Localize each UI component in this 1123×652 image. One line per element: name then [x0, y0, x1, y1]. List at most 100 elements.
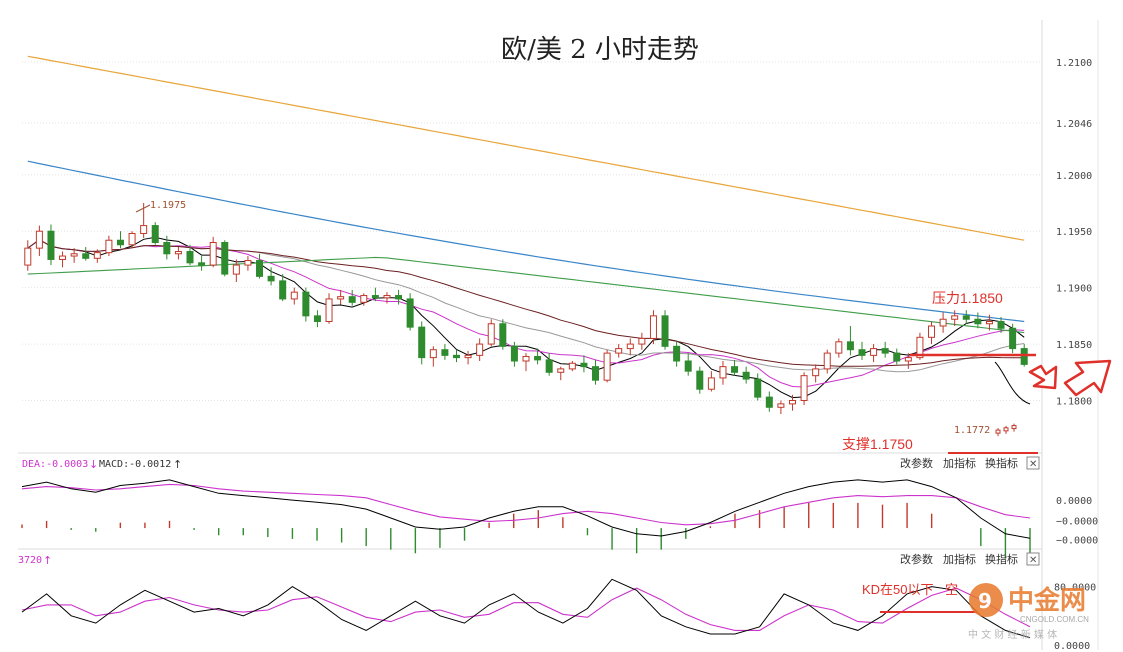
price-tick-label: 1.2046	[1056, 119, 1092, 130]
candle-body	[221, 242, 229, 275]
candle-body	[974, 318, 982, 325]
tail-marks	[995, 423, 1017, 437]
price-tick-label: 1.2000	[1056, 171, 1092, 182]
candle-body	[649, 315, 657, 339]
kd-axis: 80.0000 0.0000	[1054, 583, 1096, 652]
candle-body	[256, 260, 264, 277]
candle-body	[777, 403, 785, 408]
candle-body	[1009, 327, 1017, 350]
candle-body	[35, 230, 43, 249]
candle-body	[673, 345, 681, 362]
candle-body	[116, 239, 124, 246]
candle-body	[592, 366, 600, 381]
kd-switch-indicator-button[interactable]: 换指标	[985, 552, 1018, 566]
macd-close-icon[interactable]	[1026, 456, 1040, 470]
macd-add-indicator-button[interactable]: 加指标	[943, 456, 976, 470]
candle-body	[534, 355, 542, 361]
price-tick-label: 1.2100	[1056, 58, 1092, 69]
brand-url: CNGOLD.COM.CN	[1020, 615, 1089, 624]
candle-body	[418, 326, 426, 359]
candle-body	[568, 362, 576, 370]
candle-body	[151, 225, 159, 243]
support-label: 支撑1.1750	[842, 436, 913, 452]
candle-body	[163, 242, 171, 255]
down-arrow-icon	[1028, 364, 1058, 390]
candle-body	[846, 341, 854, 351]
kd-toolbar: 改参数 加指标 换指标 ✕	[900, 552, 1040, 566]
kd-params-button[interactable]: 改参数	[900, 552, 933, 566]
candle-body	[626, 343, 634, 350]
candle-body	[174, 251, 182, 255]
up-arrow-icon	[1063, 359, 1112, 397]
tail-mark-body	[1011, 425, 1017, 430]
candle-body	[881, 348, 889, 354]
brand-logo-glyph: 9	[978, 589, 992, 613]
candle-body	[719, 366, 727, 379]
kd-add-indicator-button[interactable]: 加指标	[943, 552, 976, 566]
macd-tick-label: 0.0000	[1056, 496, 1092, 507]
candle-body	[916, 336, 924, 359]
candle-body	[429, 349, 437, 359]
candle-body	[580, 362, 588, 368]
candle-body	[487, 323, 495, 345]
candle-body	[267, 275, 275, 282]
candle-body	[313, 315, 321, 323]
price-tick-label: 1.1850	[1056, 340, 1092, 351]
kd-lines	[21, 578, 1031, 639]
candle-body	[186, 251, 194, 264]
macd-close-glyph: ✕	[1029, 459, 1037, 470]
candle-body	[904, 357, 912, 362]
candle-body	[47, 230, 55, 260]
candle-body	[893, 352, 901, 362]
macd-toolbar: 改参数 加指标 换指标 ✕	[900, 456, 1040, 470]
candle-body	[928, 325, 936, 338]
candle-body	[707, 377, 715, 390]
kd-k-line	[21, 578, 1031, 639]
chart-title: 欧/美 2 小时走势	[501, 35, 699, 65]
kd-close-glyph: ✕	[1029, 555, 1037, 566]
candle-body	[638, 337, 646, 345]
candle-body	[603, 352, 611, 381]
candle-body	[93, 252, 101, 259]
macd-tick-label: −0.0000	[1056, 516, 1098, 527]
candle-body	[441, 349, 449, 356]
candle-body	[557, 368, 565, 373]
candle-body	[754, 378, 762, 398]
candle-body	[337, 296, 345, 300]
kd-close-icon[interactable]	[1026, 552, 1040, 566]
candle-body	[696, 370, 704, 390]
macd-readout: MACD:-0.0012	[99, 459, 171, 470]
candle-body	[858, 349, 866, 356]
macd-switch-indicator-button[interactable]: 换指标	[985, 456, 1018, 470]
candle-body	[105, 239, 113, 254]
high-callout: 1.1975	[135, 200, 186, 213]
brand-tagline: 中 文 财 经 新 媒 体	[968, 628, 1057, 641]
candle-body	[198, 262, 206, 266]
candle-body	[835, 341, 843, 354]
price-tick-label: 1.1950	[1056, 227, 1092, 238]
kd-tick-label: 80.0000	[1054, 583, 1096, 594]
ma60-line	[27, 256, 1025, 334]
brand-name: 中金网	[1008, 585, 1086, 615]
kd-note: KD在50以下	[862, 582, 934, 597]
kd-up-icon: ↑	[43, 554, 52, 567]
candle-body	[661, 315, 669, 347]
resistance-label: 压力1.1850	[932, 290, 1003, 306]
tail-mark-body	[995, 429, 1001, 434]
watermark: 9 中金网 CNGOLD.COM.CN 中 文 财 经 新 媒 体	[968, 583, 1089, 641]
candle-body	[545, 359, 553, 373]
candle-body	[951, 315, 959, 320]
candle-body	[731, 366, 739, 373]
candle-body	[510, 345, 518, 362]
price-axis: 1.2100 1.2046 1.2000 1.1950 1.1900 1.1850 1.18…	[1056, 58, 1092, 408]
dea-down-icon: ↓	[89, 458, 98, 471]
candle-body	[800, 375, 808, 401]
candle-body	[140, 225, 148, 234]
kd-label: 3720	[18, 555, 42, 566]
candle-body	[70, 253, 78, 257]
candle-body	[128, 232, 136, 246]
macd-params-button[interactable]: 改参数	[900, 456, 933, 470]
candle-body	[24, 247, 32, 266]
candle-body	[452, 354, 460, 359]
candle-body	[279, 280, 287, 300]
